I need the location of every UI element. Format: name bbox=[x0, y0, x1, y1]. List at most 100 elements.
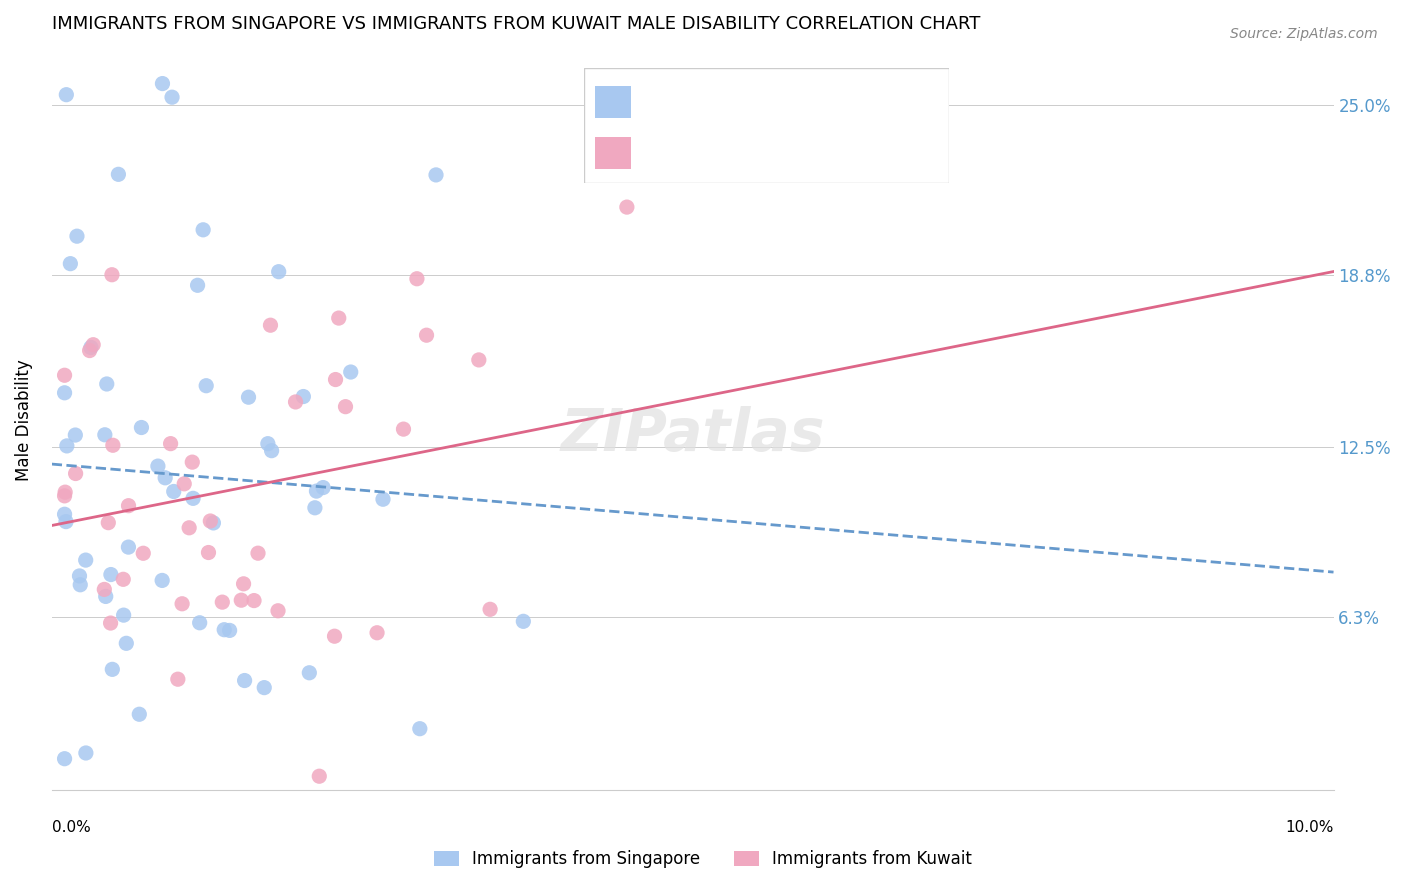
Point bbox=[328, 311, 350, 326]
Point bbox=[191, 223, 214, 237]
Point bbox=[53, 485, 76, 500]
Point bbox=[128, 707, 150, 722]
Point bbox=[101, 662, 124, 676]
Point bbox=[188, 615, 211, 630]
Point bbox=[163, 484, 186, 499]
Point bbox=[232, 577, 254, 591]
Point bbox=[53, 368, 76, 383]
Point bbox=[55, 87, 77, 102]
Point bbox=[181, 455, 204, 469]
Point bbox=[202, 516, 225, 530]
Point bbox=[231, 593, 253, 607]
Point bbox=[160, 90, 183, 104]
Point bbox=[259, 318, 281, 333]
Point bbox=[392, 422, 415, 436]
Point bbox=[107, 167, 129, 181]
Point bbox=[247, 546, 270, 560]
Point bbox=[96, 376, 118, 391]
Point bbox=[512, 615, 534, 629]
Point bbox=[200, 514, 222, 528]
Point bbox=[66, 229, 89, 244]
Point bbox=[267, 265, 290, 279]
Point bbox=[82, 337, 104, 351]
Point bbox=[65, 467, 87, 481]
Text: IMMIGRANTS FROM SINGAPORE VS IMMIGRANTS FROM KUWAIT MALE DISABILITY CORRELATION : IMMIGRANTS FROM SINGAPORE VS IMMIGRANTS … bbox=[52, 15, 980, 33]
Point bbox=[616, 200, 638, 214]
Point bbox=[172, 597, 194, 611]
Point bbox=[409, 722, 432, 736]
Point bbox=[79, 343, 101, 358]
Text: ZIPatlas: ZIPatlas bbox=[561, 406, 825, 463]
Point bbox=[298, 665, 321, 680]
Text: Source: ZipAtlas.com: Source: ZipAtlas.com bbox=[1230, 27, 1378, 41]
Point bbox=[69, 569, 91, 583]
Point bbox=[94, 427, 117, 442]
Point bbox=[212, 623, 235, 637]
Point bbox=[425, 168, 447, 182]
Point bbox=[197, 545, 219, 559]
Point bbox=[75, 746, 97, 760]
Y-axis label: Male Disability: Male Disability bbox=[15, 359, 32, 481]
Point bbox=[150, 574, 173, 588]
Point bbox=[253, 681, 276, 695]
Point bbox=[304, 500, 326, 515]
Point bbox=[211, 595, 233, 609]
Point bbox=[308, 769, 330, 783]
Point bbox=[53, 508, 76, 522]
Point bbox=[100, 567, 122, 582]
Point bbox=[292, 390, 315, 404]
Text: 10.0%: 10.0% bbox=[1285, 820, 1333, 835]
Point bbox=[132, 546, 155, 560]
Point bbox=[159, 436, 181, 450]
Point bbox=[101, 438, 124, 452]
Point bbox=[339, 365, 361, 379]
Point bbox=[335, 400, 357, 414]
Point bbox=[260, 443, 283, 458]
Point bbox=[94, 590, 117, 604]
Point bbox=[115, 636, 138, 650]
Point bbox=[166, 672, 188, 686]
Text: 0.0%: 0.0% bbox=[52, 820, 90, 835]
Point bbox=[325, 372, 347, 386]
Point bbox=[53, 489, 76, 503]
Point bbox=[257, 436, 280, 450]
Point bbox=[117, 499, 139, 513]
Point bbox=[146, 459, 169, 474]
Point bbox=[75, 553, 97, 567]
Point bbox=[323, 629, 346, 643]
Point bbox=[117, 540, 139, 554]
Point bbox=[181, 491, 204, 506]
Point bbox=[97, 516, 120, 530]
Point bbox=[101, 268, 124, 282]
Point bbox=[112, 608, 135, 623]
Point bbox=[406, 271, 429, 285]
Point bbox=[53, 385, 76, 400]
Point bbox=[131, 420, 153, 434]
Point bbox=[312, 481, 335, 495]
Point bbox=[179, 521, 201, 535]
Point bbox=[153, 471, 176, 485]
Point bbox=[55, 515, 77, 529]
Point bbox=[233, 673, 256, 688]
Point bbox=[93, 582, 115, 597]
Point bbox=[415, 328, 437, 343]
Point bbox=[218, 624, 240, 638]
Point bbox=[366, 625, 388, 640]
Point bbox=[65, 428, 87, 442]
Point bbox=[243, 593, 266, 607]
Point bbox=[69, 578, 91, 592]
Point bbox=[173, 476, 195, 491]
Point bbox=[112, 572, 135, 586]
Point bbox=[479, 602, 502, 616]
Legend: Immigrants from Singapore, Immigrants from Kuwait: Immigrants from Singapore, Immigrants fr… bbox=[427, 844, 979, 875]
Point bbox=[238, 390, 260, 404]
Point bbox=[371, 492, 394, 507]
Point bbox=[80, 341, 103, 355]
Point bbox=[187, 278, 209, 293]
Point bbox=[468, 352, 491, 367]
Point bbox=[305, 484, 328, 499]
Point bbox=[53, 752, 76, 766]
Point bbox=[284, 395, 307, 409]
Point bbox=[56, 439, 79, 453]
Point bbox=[59, 257, 82, 271]
